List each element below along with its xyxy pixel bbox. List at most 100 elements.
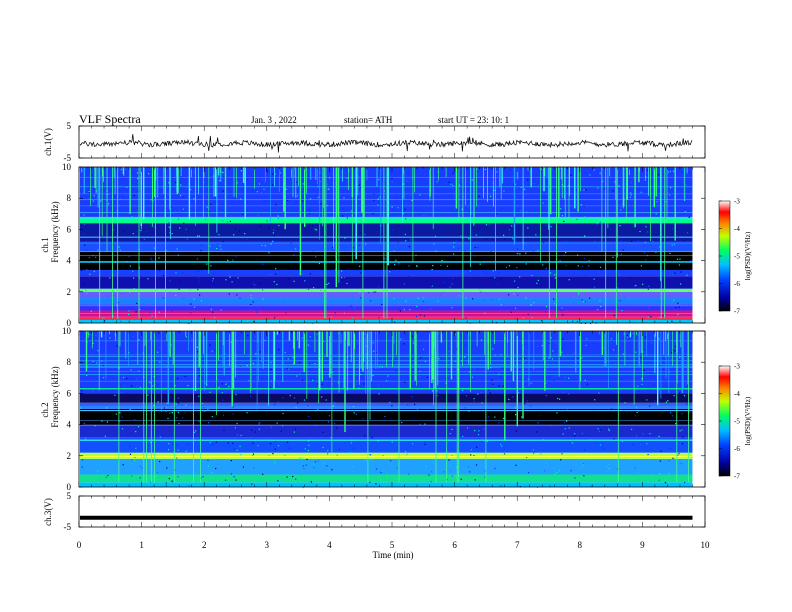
ch2-spectrogram-speckle <box>152 385 154 387</box>
ch1-spectrogram-speckle <box>208 210 211 212</box>
ch2-spectrogram-speckle <box>637 471 639 473</box>
ch1-colorbar-tick-label: -4 <box>734 225 740 233</box>
ch1-spectrogram-speckle <box>394 264 396 266</box>
ch2-spectrogram-speckle <box>489 392 491 394</box>
ch2-spectrogram-speckle <box>625 333 627 335</box>
ch2-spectrogram-speckle <box>411 396 413 398</box>
ch1-spectrogram-speckle <box>123 230 125 232</box>
ch1-spectrogram-speckle <box>153 247 155 249</box>
ch2-spectrogram-speckle <box>138 426 140 428</box>
ch2-spectrogram-speckle <box>139 477 141 479</box>
ch1-spectrogram-ytick-label: 0 <box>67 318 72 328</box>
ch1-spectrogram-speckle <box>112 229 115 231</box>
ch2-spectrogram-speckle <box>270 368 272 370</box>
ch2-spectrogram-speckle <box>235 336 237 338</box>
ch2-spectrogram-speckle <box>632 334 634 337</box>
ch2-spectrogram-speckle <box>581 466 583 468</box>
ch1-spectrogram-speckle <box>118 246 120 248</box>
ch2-spectrogram-speckle <box>365 356 368 358</box>
ch2-spectrogram-speckle <box>239 445 241 447</box>
ch2-spectrogram-speckle <box>157 471 159 473</box>
ch2-spectrogram-speckle <box>177 402 180 404</box>
ch1-spectrogram-speckle <box>182 196 184 198</box>
ch1-spectrogram-speckle <box>397 207 399 209</box>
ch2-spectrogram-speckle <box>404 381 406 383</box>
ch2-spectrogram-speckle <box>564 428 566 430</box>
ch2-spectrogram-speckle <box>431 390 434 392</box>
ch1-spectrogram-speckle <box>370 300 372 302</box>
ch2-spectrogram-speckle <box>287 367 289 369</box>
ch2-spectrogram-speckle <box>537 422 539 424</box>
ch1-spectrogram-speckle <box>231 247 233 249</box>
ch2-spectrogram-speckle <box>195 430 197 432</box>
ch2-spectrogram-speckle <box>636 412 638 414</box>
ch2-spectrogram-speckle <box>401 483 404 485</box>
ch1-spectrogram-speckle <box>461 177 463 179</box>
ch1-spectrogram-speckle <box>645 226 647 228</box>
ch2-spectrogram-speckle <box>420 357 422 359</box>
ch2-spectrogram-speckle <box>498 373 500 375</box>
ch1-spectrogram-speckle <box>566 240 568 242</box>
ch1-spectrogram-speckle <box>346 282 348 285</box>
ch2-spectrogram-band <box>80 402 693 409</box>
ch1-spectrogram-speckle <box>457 167 459 169</box>
ch2-spectrogram-speckle <box>258 428 260 430</box>
ch1-spectrogram-speckle <box>402 213 404 215</box>
ch2-spectrogram-speckle <box>129 445 131 447</box>
ch1-spectrogram-speckle <box>315 194 317 197</box>
ch2-spectrogram-speckle <box>537 345 539 347</box>
ch1-spectrogram-speckle <box>143 238 145 240</box>
ch2-spectrogram-speckle <box>634 467 636 469</box>
ch1-spectrogram-speckle <box>657 174 660 176</box>
x-tick-label: 4 <box>327 540 332 550</box>
ch2-spectrogram-speckle <box>474 479 476 481</box>
ch2-spectrogram-speckle <box>502 331 504 333</box>
ch1-spectrogram-speckle <box>94 217 96 219</box>
ch1-spectrogram-speckle <box>532 250 534 253</box>
ch1-spectrogram-speckle <box>254 284 256 286</box>
ch1-spectrogram-speckle <box>314 228 316 230</box>
ch1-spectrogram-speckle <box>94 221 97 223</box>
ch2-spectrogram-speckle <box>490 367 492 369</box>
ch2-spectrogram-speckle <box>396 467 398 469</box>
ch1-spectrogram-speckle <box>617 308 619 311</box>
ch2-spectrogram-speckle <box>454 334 457 336</box>
ch2-spectrogram-speckle <box>312 379 314 381</box>
ch1-spectrogram-speckle <box>612 190 614 192</box>
ch2-spectrogram-speckle <box>586 338 588 340</box>
ch1-spectrogram-speckle <box>360 297 362 299</box>
ch1-spectrogram-speckle <box>219 180 221 182</box>
ch2-spectrogram-speckle <box>670 358 672 360</box>
ch1-spectrogram-speckle <box>503 234 505 236</box>
ch1-spectrogram-speckle <box>411 199 413 202</box>
ch2-spectrogram-speckle <box>365 460 367 462</box>
ch2-spectrogram-speckle <box>239 365 242 368</box>
ch2-spectrogram-speckle <box>295 407 297 409</box>
ch2-spectrogram-speckle <box>253 467 255 469</box>
ch1-spectrogram-speckle <box>179 210 181 212</box>
ch2-spectrogram-speckle <box>109 337 111 339</box>
ch2-spectrogram-speckle <box>317 409 319 411</box>
ch1-spectrogram-speckle <box>197 288 199 291</box>
ch2-spectrogram-speckle <box>301 458 303 460</box>
ch2-spectrogram-speckle <box>681 413 683 415</box>
ch2-spectrogram-speckle <box>372 374 374 376</box>
ch2-spectrogram-speckle <box>211 472 213 474</box>
ch2-spectrogram-speckle <box>159 436 161 438</box>
ch2-spectrogram-speckle <box>549 485 551 487</box>
ch2-spectrogram-speckle <box>293 363 295 365</box>
ch1-spectrogram-speckle <box>648 202 650 204</box>
ch1-spectrogram-speckle <box>408 265 410 267</box>
ch1-spectrogram-speckle <box>310 275 312 277</box>
ch1-spectrogram-speckle <box>640 265 642 267</box>
ch1-spectrogram-speckle <box>200 205 202 207</box>
ch1-spectrogram-speckle <box>225 279 227 281</box>
ch1-spectrogram-speckle <box>494 278 496 280</box>
ch1-spectrogram-speckle <box>561 307 563 309</box>
x-axis: 0 1 2 3 4 5 6 7 8 9 10 <box>77 540 710 550</box>
ch1-spectrogram-speckle <box>185 228 187 230</box>
ch1-spectrogram-speckle <box>593 278 595 280</box>
ch1-spectrogram-speckle <box>89 187 91 189</box>
ch1-spectrogram-speckle <box>554 274 556 276</box>
ch1-spectrogram-speckle <box>409 308 411 311</box>
